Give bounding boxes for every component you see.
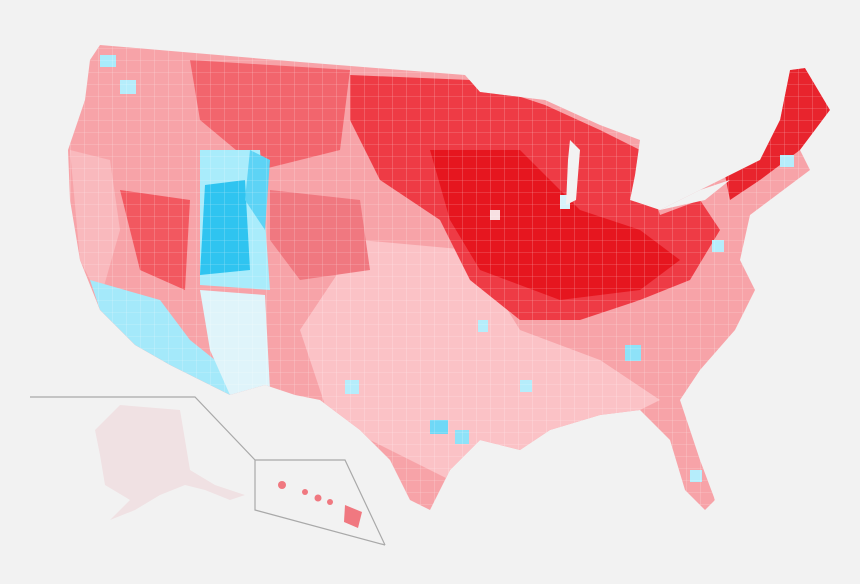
island [327,499,333,505]
island [314,494,322,502]
hawaii [278,481,362,528]
lake [660,180,730,210]
lake [566,140,580,205]
island [344,505,362,528]
island [278,481,286,489]
alaska [95,405,245,520]
island [302,489,308,495]
inset-border [255,459,386,546]
